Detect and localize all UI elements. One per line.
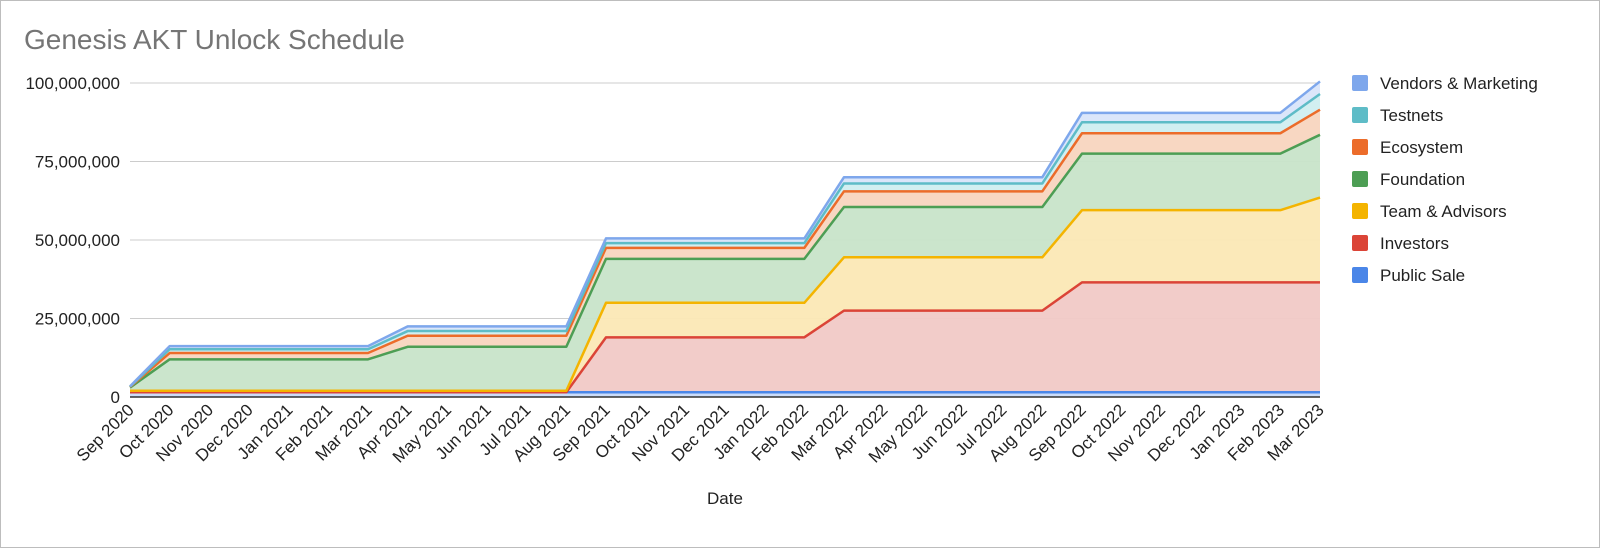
legend-label: Foundation bbox=[1380, 170, 1465, 189]
line-foundation bbox=[129, 133, 1321, 389]
legend-label: Team & Advisors bbox=[1380, 202, 1507, 221]
y-tick-label: 100,000,000 bbox=[25, 74, 120, 93]
series-lines bbox=[129, 80, 1321, 394]
line-testnets bbox=[129, 92, 1321, 388]
legend-label: Ecosystem bbox=[1380, 138, 1463, 157]
area-team-advisors bbox=[130, 197, 1320, 393]
legend-label: Investors bbox=[1380, 234, 1449, 253]
chart-title: Genesis AKT Unlock Schedule bbox=[24, 24, 405, 55]
legend-swatch bbox=[1352, 203, 1368, 219]
y-tick-label: 75,000,000 bbox=[35, 153, 120, 172]
area-foundation bbox=[130, 134, 1320, 391]
y-tick-label: 50,000,000 bbox=[35, 231, 120, 250]
legend-swatch bbox=[1352, 75, 1368, 91]
legend-label: Public Sale bbox=[1380, 266, 1465, 285]
y-tick-label: 0 bbox=[111, 388, 120, 407]
legend-swatch bbox=[1352, 139, 1368, 155]
legend-swatch bbox=[1352, 171, 1368, 187]
y-tick-label: 25,000,000 bbox=[35, 310, 120, 329]
x-axis-title: Date bbox=[707, 489, 743, 508]
legend-label: Testnets bbox=[1380, 106, 1443, 125]
legend-swatch bbox=[1352, 107, 1368, 123]
line-ecosystem bbox=[129, 108, 1321, 388]
legend-swatch bbox=[1352, 235, 1368, 251]
line-investors bbox=[130, 281, 1320, 394]
y-axis-ticks: 0 25,000,000 50,000,000 75,000,000 100,000,0… bbox=[25, 74, 120, 407]
line-team-advisors bbox=[130, 196, 1321, 392]
legend-label: Vendors & Marketing bbox=[1380, 74, 1538, 93]
legend: Vendors & Marketing Testnets Ecosystem Foun… bbox=[1352, 74, 1538, 285]
legend-swatch bbox=[1352, 267, 1368, 283]
line-vendors-marketing bbox=[129, 80, 1321, 388]
